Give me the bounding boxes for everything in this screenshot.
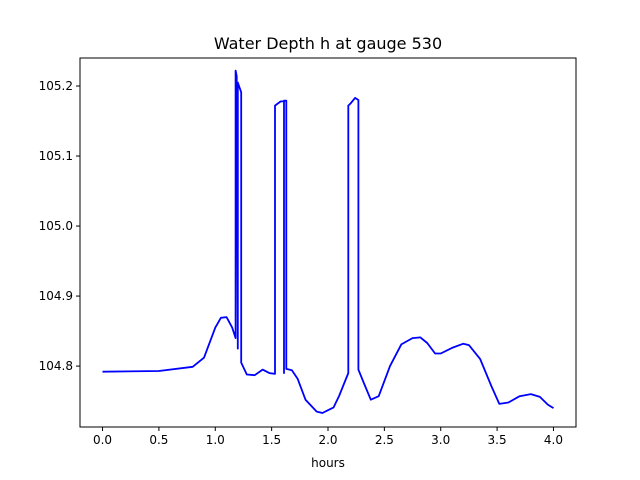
x-tick-label: 2.5 — [375, 433, 394, 447]
y-tick-label: 105.2 — [39, 79, 73, 93]
x-tick-label: 0.5 — [149, 433, 168, 447]
x-tick-label: 1.5 — [262, 433, 281, 447]
x-tick-label: 2.0 — [318, 433, 337, 447]
x-tick-label: 3.5 — [488, 433, 507, 447]
chart-title: Water Depth h at gauge 530 — [214, 34, 442, 53]
y-axis: 104.8 104.9 105.0 105.1 105.2 — [39, 79, 80, 373]
y-tick-label: 105.0 — [39, 219, 73, 233]
x-tick-label: 4.0 — [544, 433, 563, 447]
x-axis: 0.0 0.5 1.0 1.5 2.0 2.5 3.0 3.5 4.0 — [93, 427, 563, 447]
axes-frame — [79, 57, 577, 428]
x-axis-label: hours — [311, 456, 345, 470]
x-tick-label: 3.0 — [431, 433, 450, 447]
x-tick-label: 1.0 — [206, 433, 225, 447]
plot-area — [102, 69, 554, 414]
y-tick-label: 104.8 — [39, 359, 73, 373]
y-tick-label: 104.9 — [39, 289, 73, 303]
x-tick-label: 0.0 — [93, 433, 112, 447]
y-tick-label: 105.1 — [39, 149, 73, 163]
series-line-1 — [102, 69, 554, 414]
